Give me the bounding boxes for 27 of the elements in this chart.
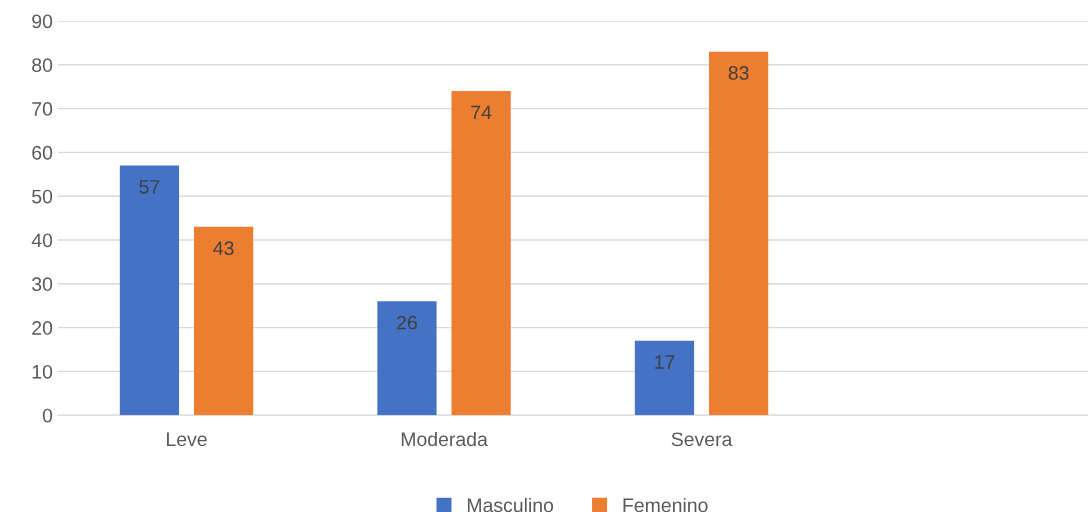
data-label: 74 <box>471 105 492 120</box>
x-tick-label: Severa <box>671 432 733 447</box>
y-tick-label: 0 <box>42 408 53 423</box>
y-tick-label: 30 <box>32 277 53 292</box>
data-label: 43 <box>213 241 234 256</box>
y-tick-label: 80 <box>32 58 53 73</box>
y-tick-label: 50 <box>32 189 53 204</box>
x-tick-label: Leve <box>167 432 207 447</box>
y-tick-label: 60 <box>32 145 53 160</box>
legend-label: Femenino <box>623 497 708 512</box>
legend-label: Masculino <box>467 497 554 512</box>
bar <box>634 340 695 416</box>
y-tick-label: 90 <box>32 14 53 29</box>
x-tick-label: Moderada <box>401 431 488 447</box>
y-tick-label: 40 <box>31 233 53 248</box>
data-label: 57 <box>139 180 160 194</box>
bar <box>709 51 769 416</box>
y-tick-label: 70 <box>32 102 53 116</box>
data-label: 17 <box>655 355 675 369</box>
bar <box>451 91 511 416</box>
bar <box>193 226 254 416</box>
data-label: 26 <box>397 315 417 330</box>
y-tick-label: 10 <box>32 364 53 379</box>
data-label: 83 <box>728 66 749 80</box>
bar <box>119 165 180 416</box>
bar <box>377 301 437 416</box>
y-tick-label: 20 <box>32 321 53 335</box>
